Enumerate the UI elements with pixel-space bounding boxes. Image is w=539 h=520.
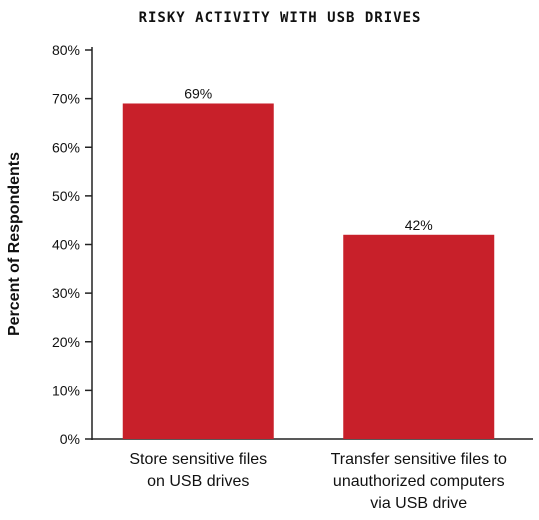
category-label-line: Transfer sensitive files to (331, 451, 507, 468)
y-tick-label: 60% (52, 139, 80, 155)
bars (122, 103, 495, 440)
bar (122, 103, 274, 440)
y-tick-label: 30% (52, 285, 80, 301)
y-axis-label: Percent of Respondents (6, 152, 23, 336)
category-label-line: via USB drive (370, 495, 467, 512)
data-labels: 69% 42% (184, 85, 433, 232)
y-tick-label: 50% (52, 188, 80, 204)
y-tick-label: 10% (52, 382, 80, 398)
y-tick-label: 80% (52, 42, 80, 58)
chart-title: RISKY ACTIVITY WITH USB DRIVES (139, 10, 422, 26)
category-label-line: unauthorized computers (333, 473, 505, 490)
data-label: 42% (405, 217, 433, 233)
y-tick-label: 70% (52, 91, 80, 107)
y-ticks: 0% 10% 20% 30% 40% 50% 60% 70% 80% (52, 42, 92, 447)
bar (343, 234, 495, 439)
y-tick-label: 40% (52, 237, 80, 253)
category-label: Store sensitive files on USB drives (129, 451, 267, 490)
category-labels: Store sensitive files on USB drives Transf… (129, 451, 507, 512)
category-label-line: Store sensitive files (129, 451, 267, 468)
category-label: Transfer sensitive files to unauthorized … (331, 451, 507, 512)
y-tick-label: 0% (60, 431, 80, 447)
y-tick-label: 20% (52, 334, 80, 350)
category-label-line: on USB drives (147, 473, 249, 490)
data-label: 69% (184, 85, 212, 101)
